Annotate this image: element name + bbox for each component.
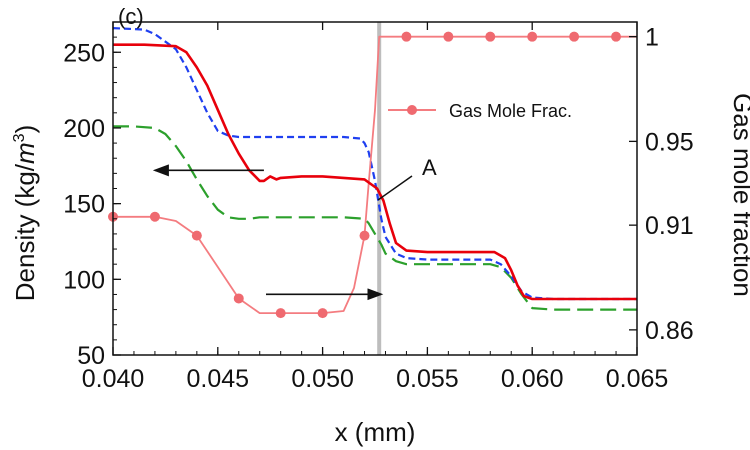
y-tick-label: 150 <box>63 191 105 219</box>
y2-tick-label: 0.95 <box>645 128 694 156</box>
x-axis-title: x (mm) <box>335 417 416 447</box>
y-tick-label: 50 <box>77 342 105 370</box>
y2-tick-label: 0.91 <box>645 212 694 240</box>
series-marker-point <box>569 31 580 42</box>
y2-axis-title: Gas mole fraction <box>728 93 750 297</box>
series-layer <box>108 22 637 355</box>
annotation-pointer <box>377 175 413 201</box>
x-tick-label: 0.040 <box>82 365 145 393</box>
y-tick-label: 200 <box>63 115 105 143</box>
y-tick-label: 100 <box>63 266 105 294</box>
legend-marker <box>407 105 417 115</box>
x-tick-label: 0.045 <box>187 365 250 393</box>
series-marker-point <box>317 308 328 319</box>
series-line-2 <box>113 125 637 311</box>
series-marker-point <box>485 31 496 42</box>
y-tick-label: 250 <box>63 39 105 67</box>
series-marker-point <box>233 293 244 304</box>
legend-label: Gas Mole Frac. <box>449 101 572 121</box>
x-tick-label: 0.060 <box>501 365 564 393</box>
series-marker-point <box>401 31 412 42</box>
y-axis-title-exp: 3 <box>11 133 28 142</box>
series-line-0 <box>113 43 637 301</box>
y2-tick-label: 0.86 <box>645 317 694 345</box>
series-marker-point <box>191 230 202 241</box>
series-marker-point <box>611 31 622 42</box>
series-line-3 <box>113 35 637 315</box>
series-marker-point <box>149 211 160 222</box>
series-marker-point <box>359 230 370 241</box>
series-marker-point <box>527 31 538 42</box>
x-tick-label: 0.050 <box>291 365 354 393</box>
x-tick-label: 0.055 <box>396 365 459 393</box>
y-axis-title-unit: m <box>10 142 40 164</box>
annotation-label: A <box>422 155 437 180</box>
y-axis-title-suffix: ) <box>10 125 40 134</box>
y-axis-title-prefix: Density (kg/ <box>10 163 40 301</box>
series-marker-point <box>275 308 286 319</box>
y-axis-title: Density (kg/m3) <box>10 125 40 302</box>
y2-tick-label: 1 <box>645 24 659 52</box>
legend: Gas Mole Frac. <box>388 101 572 121</box>
x-tick-label: 0.065 <box>606 365 669 393</box>
tick-layer: 0.040 0.045 0.050 0.055 0.060 0.065 50 100 150 20… <box>63 22 694 393</box>
series-line-1 <box>112 27 637 301</box>
series-marker-point <box>443 31 454 42</box>
panel-label: (c) <box>118 4 144 29</box>
